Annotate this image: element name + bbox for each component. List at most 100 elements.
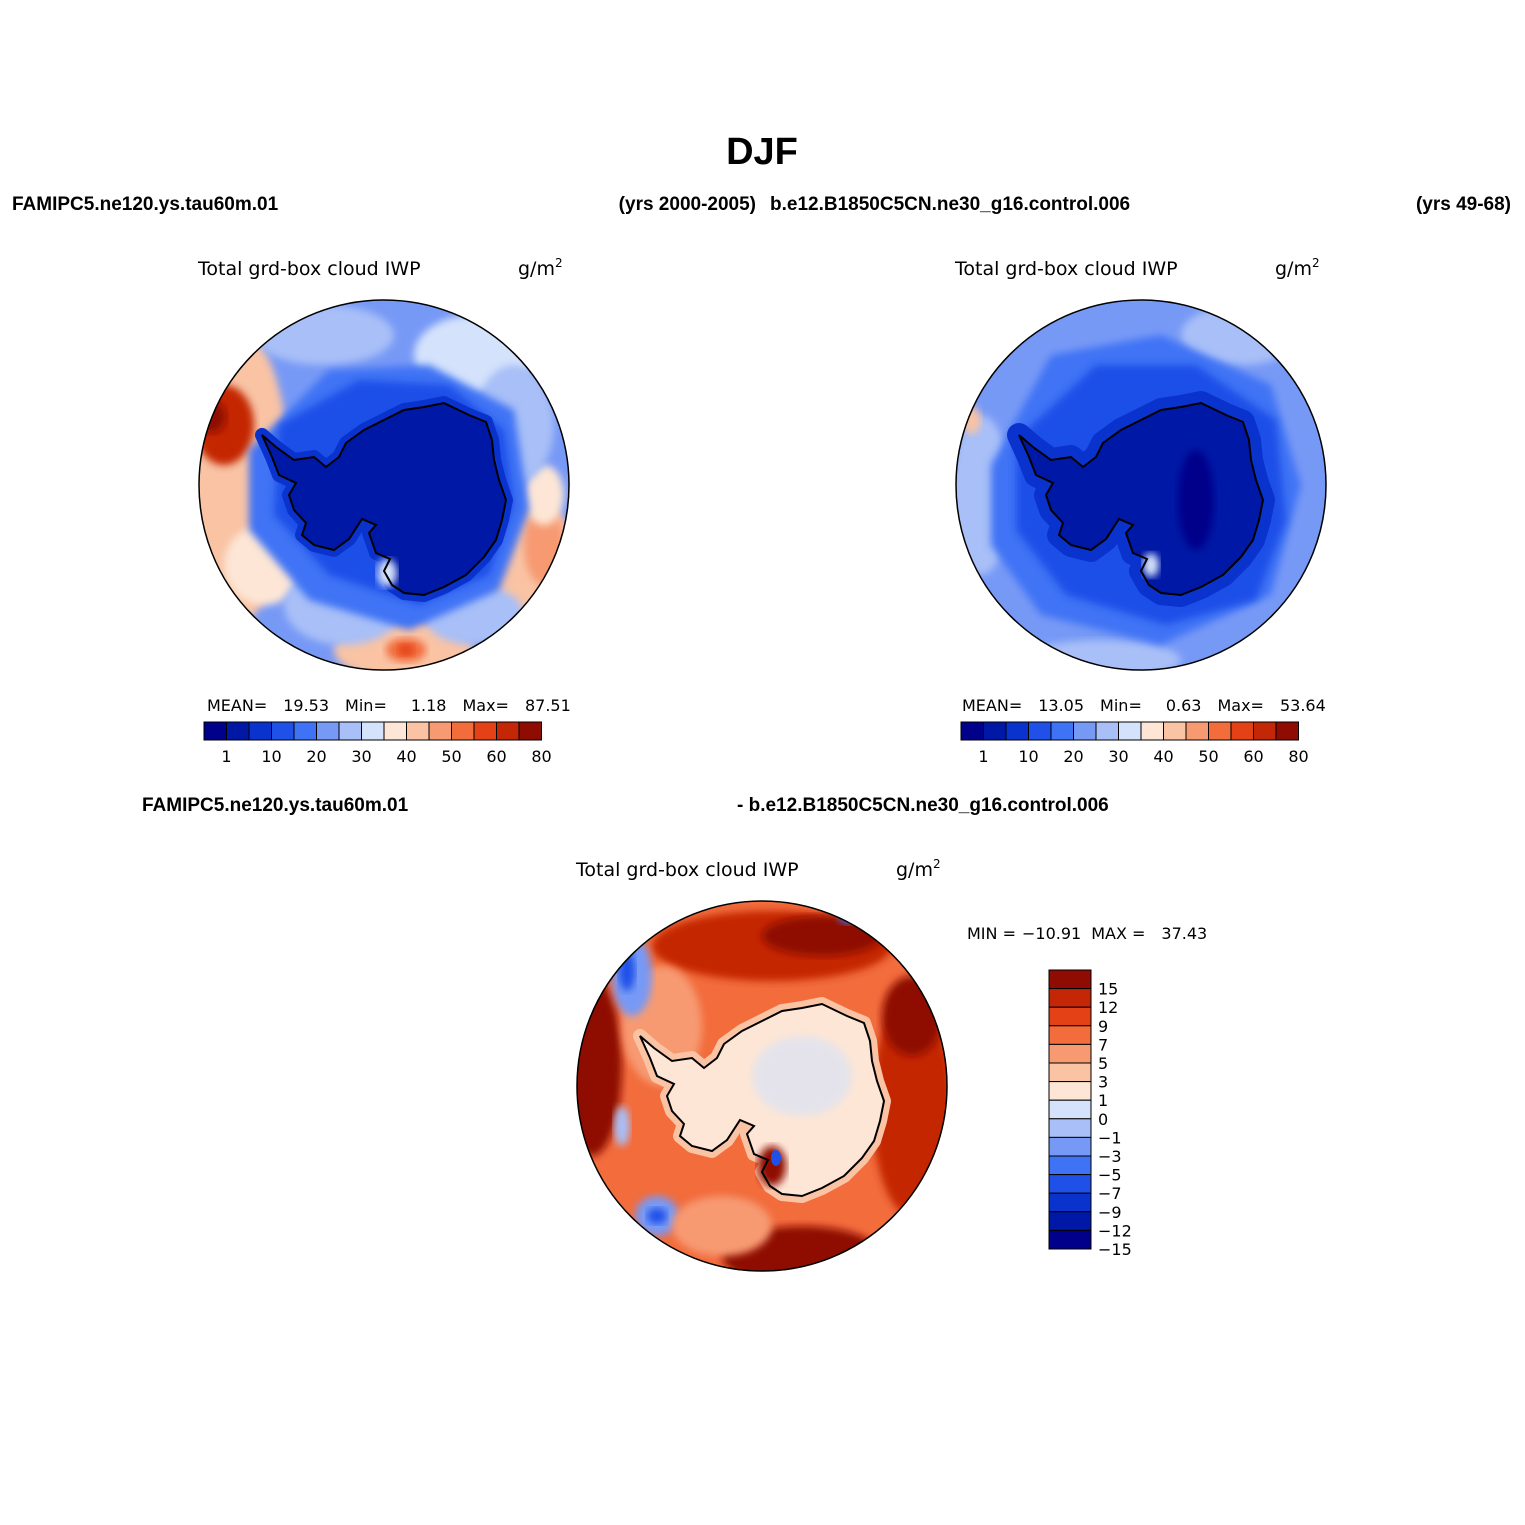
colorbar-tick-label: 50: [441, 747, 461, 766]
colorbar-box: [1048, 1192, 1092, 1213]
diff-label-right: - b.e12.B1850C5CN.ne30_g16.control.006: [737, 795, 1109, 816]
panel-c-map-border: [576, 900, 948, 1272]
colorbar-tick-label: 10: [261, 747, 281, 766]
colorbar-box: [406, 721, 430, 741]
colorbar-box: [293, 721, 317, 741]
field-region: [762, 916, 882, 956]
colorbar-box: [518, 721, 542, 741]
colorbar-box: [1048, 1043, 1092, 1064]
colorbar-box: [1163, 721, 1187, 741]
field-region: [619, 951, 635, 991]
panel-a-colorbar: 1 10 20 30 40 50 60 80: [203, 721, 552, 766]
panel-difference: Total grd-box cloud IWP g/m2 MIN = −10.91…: [575, 857, 1207, 1272]
colorbar-box: [1118, 721, 1142, 741]
coastline: [1018, 401, 1265, 597]
coastline: [639, 1002, 886, 1198]
colorbar-tick-label: −9: [1098, 1203, 1122, 1222]
panel-c-map: [577, 901, 947, 1271]
colorbar-box: [338, 721, 362, 741]
colorbar-box: [1048, 1136, 1092, 1157]
field-region: [771, 1150, 781, 1166]
panel-b-units: g/m2: [1275, 256, 1320, 280]
field-region: [647, 1208, 667, 1224]
colorbar-tick-label: 20: [1063, 747, 1083, 766]
colorbar-box: [1073, 721, 1097, 741]
left-run-years: (yrs 2000-2005): [619, 194, 756, 215]
coastline: [261, 401, 508, 597]
panel-b-map: [956, 300, 1326, 670]
colorbar-box: [1048, 1062, 1092, 1083]
right-run-name: b.e12.B1850C5CN.ne30_g16.control.006: [770, 194, 1130, 215]
field-region: [377, 559, 397, 587]
colorbar-tick-label: 40: [1153, 747, 1173, 766]
left-run-name: FAMIPC5.ne120.ys.tau60m.01: [12, 194, 279, 215]
field-region: [838, 908, 866, 924]
panel-b-colorbar: 1 10 20 30 40 50 60 80: [960, 721, 1309, 766]
field-region: [758, 1146, 786, 1186]
panel-a-units: g/m2: [518, 256, 563, 280]
colorbar-tick-label: 30: [351, 747, 371, 766]
colorbar-box: [1005, 721, 1029, 741]
colorbar-tick-label: 12: [1098, 998, 1118, 1017]
colorbar-box: [248, 721, 272, 741]
right-run-years: (yrs 49-68): [1416, 194, 1511, 215]
colorbar-tick-label: −12: [1098, 1221, 1132, 1240]
colorbar-tick-label: 80: [1288, 747, 1308, 766]
panel-b-map-border: [955, 299, 1327, 671]
colorbar-tick-label: 50: [1198, 747, 1218, 766]
colorbar-box: [1230, 721, 1254, 741]
colorbar-tick-label: 3: [1098, 1073, 1108, 1092]
colorbar-box: [496, 721, 520, 741]
colorbar-box: [1048, 1118, 1092, 1138]
colorbar-box: [1048, 1099, 1092, 1120]
colorbar-box: [428, 721, 452, 741]
panel-c-stats: MIN = −10.91 MAX = 37.43: [967, 924, 1207, 943]
colorbar-tick-label: 20: [306, 747, 326, 766]
colorbar-box: [1048, 969, 1092, 990]
colorbar-tick-label: 1: [978, 747, 988, 766]
colorbar-tick-label: 30: [1108, 747, 1128, 766]
colorbar-tick-label: −5: [1098, 1166, 1122, 1185]
colorbar-box: [1048, 1025, 1092, 1045]
colorbar-box: [1185, 721, 1209, 741]
colorbar-tick-label: −3: [1098, 1147, 1122, 1166]
colorbar-box: [316, 721, 340, 741]
colorbar-box: [473, 721, 497, 741]
field-region: [1143, 553, 1159, 577]
field-region: [524, 465, 564, 525]
colorbar-box: [383, 721, 407, 741]
colorbar-box: [1050, 721, 1074, 741]
colorbar-box: [1048, 1006, 1092, 1027]
field-region: [614, 1106, 630, 1146]
colorbar-tick-label: 60: [486, 747, 506, 766]
colorbar-tick-label: 10: [1018, 747, 1038, 766]
panel-b-stats: MEAN= 13.05 Min= 0.63 Max= 53.64: [962, 696, 1326, 715]
field-region: [577, 976, 622, 1156]
colorbar-box: [1048, 1155, 1092, 1176]
panel-model-b: Total grd-box cloud IWP g/m2 MEAN= 13.05 M…: [954, 256, 1327, 766]
colorbar-box: [271, 721, 295, 741]
field-region: [398, 644, 414, 656]
colorbar-box: [1048, 1081, 1092, 1101]
colorbar-tick-label: −15: [1098, 1240, 1132, 1259]
colorbar-tick-label: 9: [1098, 1017, 1108, 1036]
colorbar-tick-label: 40: [396, 747, 416, 766]
colorbar-tick-label: 60: [1243, 747, 1263, 766]
field-region: [1178, 450, 1214, 550]
figure-title: DJF: [726, 131, 798, 173]
colorbar-box: [983, 721, 1007, 741]
panel-model-a: Total grd-box cloud IWP g/m2 MEAN= 19.53 M…: [197, 256, 571, 766]
colorbar-box: [1253, 721, 1277, 741]
colorbar-box: [1028, 721, 1052, 741]
colorbar-tick-label: 80: [531, 747, 551, 766]
colorbar-tick-label: 5: [1098, 1054, 1108, 1073]
panel-a-map-border: [198, 299, 570, 671]
colorbar-box: [203, 721, 227, 741]
field-region: [1021, 640, 1181, 670]
colorbar-box: [226, 721, 250, 741]
colorbar-box: [451, 721, 475, 741]
colorbar-tick-label: 0: [1098, 1110, 1108, 1129]
colorbar-box: [1140, 721, 1164, 741]
